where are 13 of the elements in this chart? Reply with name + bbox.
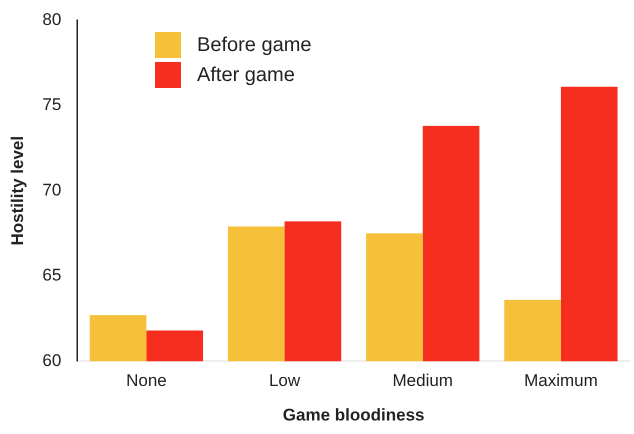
legend-label: Before game	[197, 34, 312, 56]
y-tick-label: 70	[42, 180, 62, 200]
y-tick-label: 65	[42, 266, 62, 285]
x-tick-label: None	[126, 371, 167, 390]
y-axis-title: Hostility level	[8, 136, 27, 246]
y-tick-label: 60	[42, 350, 62, 370]
x-axis-title: Game bloodiness	[282, 405, 425, 424]
x-tick-label: Medium	[392, 371, 453, 390]
legend-label: After game	[197, 64, 295, 86]
x-tick-label: Maximum	[524, 371, 598, 390]
y-tick-label: 75	[42, 95, 62, 114]
x-tick-label: Low	[268, 371, 301, 390]
y-tick-label: 80	[42, 10, 62, 29]
